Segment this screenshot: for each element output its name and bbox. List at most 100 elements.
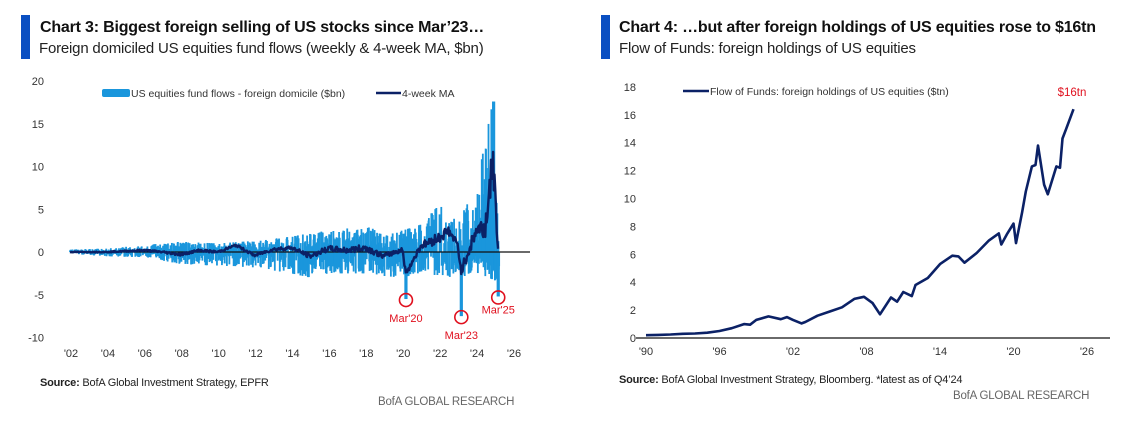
flow-bar [154,244,157,252]
title-accent-bar [601,15,610,59]
flow-bar [464,212,466,252]
flow-bar [334,252,337,258]
flow-bar [380,243,383,252]
flow-bar [488,252,491,274]
flow-bar [190,244,193,252]
flow-bar [328,234,331,252]
flow-bar [322,252,325,270]
flow-bar [210,252,212,259]
flow-bar [371,252,373,261]
flow-bar [284,252,287,258]
flow-bar [377,252,380,274]
flow-bar [386,235,389,252]
flow-bar [187,242,190,252]
flow-bar [420,230,422,252]
flow-bar [243,252,245,263]
flow-bar [415,242,418,252]
flow-bar [389,241,392,252]
y-tick-label: 0 [38,247,44,259]
x-tick-label: '12 [248,348,262,360]
flow-bar [278,238,280,252]
flow-bar [400,230,403,252]
flow-bar [127,252,130,257]
flow-bar [268,243,271,252]
flow-bar [270,242,273,252]
flow-bar [223,243,226,252]
flow-bar [324,237,327,252]
flow-bar [364,233,367,252]
annotation-label: $16tn [1058,87,1087,99]
flow-bar [250,252,252,265]
legend-line-label: 4-week MA [402,88,455,100]
flow-bar [442,252,444,266]
flow-bar [196,252,199,262]
flow-bar [249,243,252,252]
flow-bar [238,252,240,265]
flow-bar [427,252,430,270]
flow-bar [311,252,314,265]
flow-bar [175,245,178,252]
flow-bar [294,237,297,252]
source-text: BofA Global Investment Strategy, Bloombe… [658,374,963,386]
flow-bar [338,237,341,252]
flow-bar [305,252,308,272]
flow-bar [142,252,145,255]
flow-bar [162,245,165,252]
flow-bar [217,245,220,252]
flow-bar [114,252,116,255]
flow-bar [271,252,274,263]
flow-bar [337,252,340,268]
flow-bar [303,252,306,275]
flow-bar [391,252,394,267]
flow-bar [494,252,497,278]
flow-bar [161,252,164,260]
flow-bar [273,252,276,271]
flow-bar [125,246,127,252]
flow-bar [383,252,386,277]
flow-bar [382,236,385,252]
flow-bar [293,252,296,275]
flow-bar [254,252,257,266]
flow-bar [360,229,363,252]
chart-3-plot: 20 15 10 5 0 -5 -10 '02 '04 '06 '08 '10 '12 '14 '16 '18… [28,76,530,360]
chart-4-brand: BofA GLOBAL RESEARCH [953,390,1090,402]
x-tick-label: '08 [859,346,873,358]
x-tick-label: '24 [470,348,484,360]
flow-bar [128,252,130,255]
flow-bar [178,246,180,252]
flow-bar [193,252,196,264]
flow-bar [453,245,456,252]
flow-bar [445,222,447,252]
flow-bar [194,252,196,256]
flow-bar [199,243,202,252]
flow-bar [404,236,407,252]
flow-bar [413,234,415,252]
flow-bar [434,252,437,271]
x-tick-label: '90 [639,346,653,358]
y-tick-label: 10 [32,162,44,174]
flow-bar [435,236,438,252]
flow-bar [310,246,313,252]
flow-bar [245,252,248,266]
flow-bar [358,236,361,252]
flow-bar [321,232,324,252]
flow-bar [109,248,112,252]
y-tick-label: 2 [630,305,636,317]
flow-bar [157,252,160,257]
flow-bar [416,252,419,274]
flow-bar [337,238,339,252]
flow-bar [175,252,178,264]
flow-bar [409,232,411,252]
x-tick-label: '18 [359,348,373,360]
flow-bar [259,240,262,252]
flow-bar [413,252,416,273]
flow-bar [233,245,236,252]
flow-bar [156,246,158,252]
flow-bar [182,250,185,252]
flow-bar [119,252,122,256]
flow-bar [214,252,217,262]
x-tick-label: '26 [1080,346,1094,358]
flow-bar [226,249,229,252]
flow-bar [372,252,375,273]
chart-4-panel: Chart 4: …but after foreign holdings of … [560,0,1124,423]
